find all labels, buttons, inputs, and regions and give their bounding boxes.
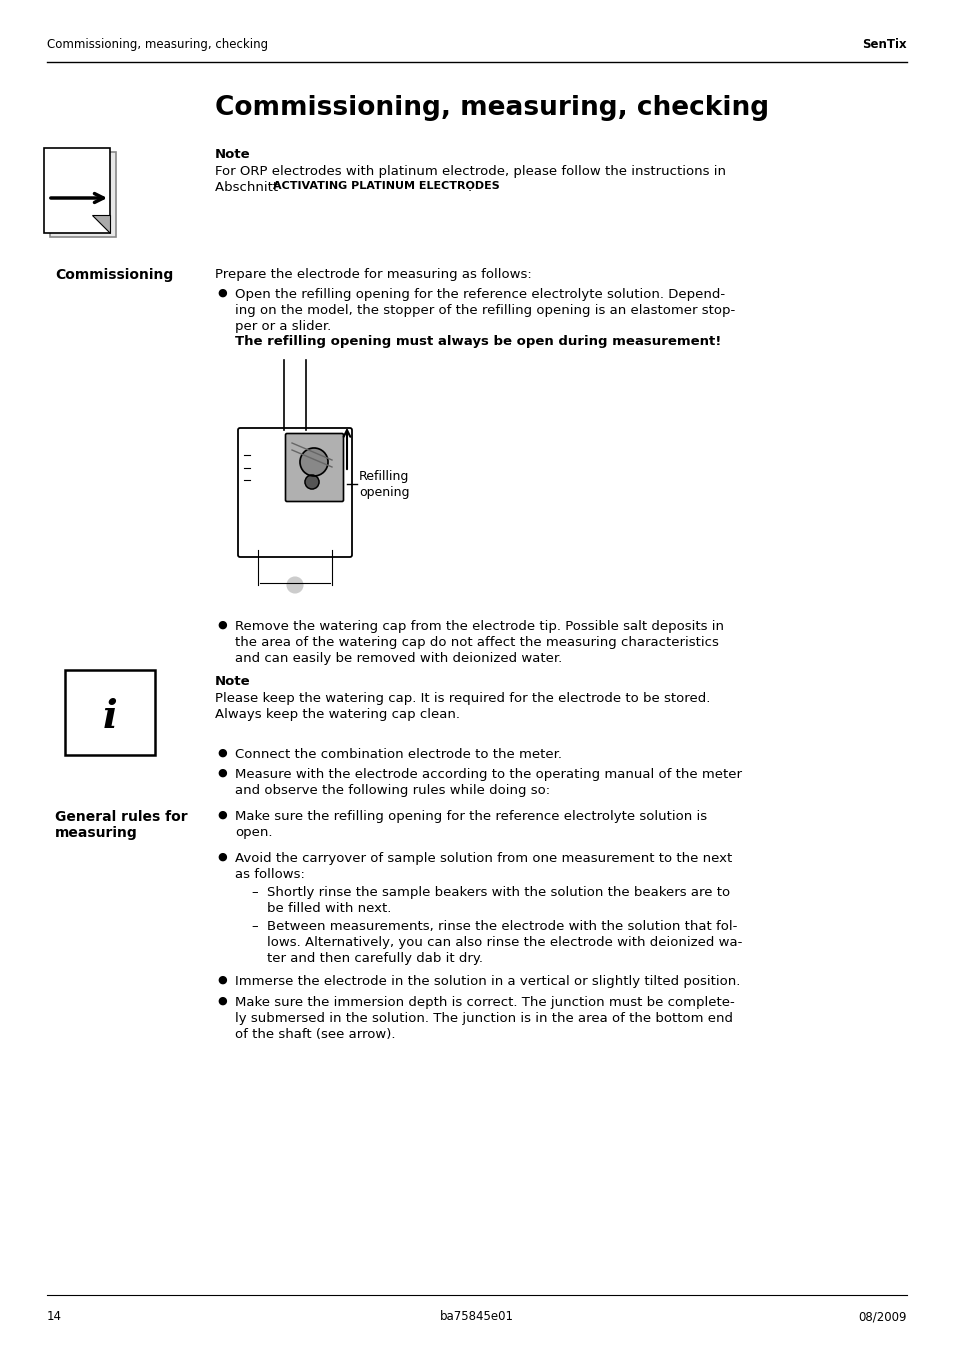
Text: Refilling: Refilling	[358, 470, 409, 483]
Text: per or a slider.: per or a slider.	[234, 320, 331, 333]
Text: ●: ●	[216, 288, 227, 298]
Text: of the shaft (see arrow).: of the shaft (see arrow).	[234, 1027, 395, 1041]
Text: and can easily be removed with deionized water.: and can easily be removed with deionized…	[234, 652, 561, 666]
Text: ba75845e01: ba75845e01	[439, 1310, 514, 1323]
Text: Between measurements, rinse the electrode with the solution that fol-: Between measurements, rinse the electrod…	[267, 919, 737, 933]
Text: Measure with the electrode according to the operating manual of the meter: Measure with the electrode according to …	[234, 768, 741, 782]
Circle shape	[305, 475, 318, 489]
Text: Abschnitt: Abschnitt	[214, 181, 282, 194]
Text: ●: ●	[216, 620, 227, 630]
Text: Note: Note	[214, 675, 251, 688]
Text: ●: ●	[216, 852, 227, 863]
Text: –: –	[251, 886, 257, 899]
Text: ter and then carefully dab it dry.: ter and then carefully dab it dry.	[267, 952, 482, 965]
Text: Please keep the watering cap. It is required for the electrode to be stored.: Please keep the watering cap. It is requ…	[214, 693, 710, 705]
Text: ●: ●	[216, 996, 227, 1006]
Circle shape	[287, 576, 303, 593]
Text: For ORP electrodes with platinum electrode, please follow the instructions in: For ORP electrodes with platinum electro…	[214, 165, 725, 178]
Circle shape	[299, 448, 328, 477]
Text: measuring: measuring	[55, 826, 137, 840]
Text: 08/2009: 08/2009	[858, 1310, 906, 1323]
Text: ACTIVATING PLATINUM ELECTRODES: ACTIVATING PLATINUM ELECTRODES	[273, 181, 499, 190]
Text: General rules for: General rules for	[55, 810, 188, 824]
Polygon shape	[91, 215, 110, 234]
Text: Make sure the immersion depth is correct. The junction must be complete-: Make sure the immersion depth is correct…	[234, 996, 734, 1008]
Text: Note: Note	[214, 148, 251, 161]
Text: Open the refilling opening for the reference electrolyte solution. Depend-: Open the refilling opening for the refer…	[234, 288, 724, 301]
Text: open.: open.	[234, 826, 273, 838]
Text: opening: opening	[358, 486, 409, 500]
Text: i: i	[103, 698, 117, 736]
FancyBboxPatch shape	[65, 670, 154, 755]
Text: ing on the model, the stopper of the refilling opening is an elastomer stop-: ing on the model, the stopper of the ref…	[234, 304, 735, 317]
Text: ●: ●	[216, 810, 227, 819]
Text: and observe the following rules while doing so:: and observe the following rules while do…	[234, 784, 550, 796]
Text: ly submersed in the solution. The junction is in the area of the bottom end: ly submersed in the solution. The juncti…	[234, 1012, 732, 1025]
Text: Prepare the electrode for measuring as follows:: Prepare the electrode for measuring as f…	[214, 269, 531, 281]
FancyBboxPatch shape	[285, 433, 343, 501]
Text: Always keep the watering cap clean.: Always keep the watering cap clean.	[214, 707, 459, 721]
Text: Commissioning: Commissioning	[55, 269, 173, 282]
Text: lows. Alternatively, you can also rinse the electrode with deionized wa-: lows. Alternatively, you can also rinse …	[267, 936, 741, 949]
Text: be filled with next.: be filled with next.	[267, 902, 391, 915]
FancyBboxPatch shape	[237, 428, 352, 558]
Text: –: –	[251, 919, 257, 933]
Text: Connect the combination electrode to the meter.: Connect the combination electrode to the…	[234, 748, 561, 761]
Text: Commissioning, measuring, checking: Commissioning, measuring, checking	[47, 38, 268, 51]
Text: The refilling opening must always be open during measurement!: The refilling opening must always be ope…	[234, 335, 720, 348]
Text: SenTix: SenTix	[862, 38, 906, 51]
Text: .: .	[468, 181, 472, 194]
Text: Shortly rinse the sample beakers with the solution the beakers are to: Shortly rinse the sample beakers with th…	[267, 886, 729, 899]
Text: ●: ●	[216, 768, 227, 778]
Text: the area of the watering cap do not affect the measuring characteristics: the area of the watering cap do not affe…	[234, 636, 719, 649]
Text: 14: 14	[47, 1310, 62, 1323]
Text: Immerse the electrode in the solution in a vertical or slightly tilted position.: Immerse the electrode in the solution in…	[234, 975, 740, 988]
Text: Avoid the carryover of sample solution from one measurement to the next: Avoid the carryover of sample solution f…	[234, 852, 732, 865]
Text: Commissioning, measuring, checking: Commissioning, measuring, checking	[214, 95, 768, 122]
Text: Make sure the refilling opening for the reference electrolyte solution is: Make sure the refilling opening for the …	[234, 810, 706, 824]
FancyBboxPatch shape	[44, 148, 110, 234]
Text: as follows:: as follows:	[234, 868, 305, 882]
Text: ●: ●	[216, 748, 227, 757]
Text: ●: ●	[216, 975, 227, 985]
Text: Remove the watering cap from the electrode tip. Possible salt deposits in: Remove the watering cap from the electro…	[234, 620, 723, 633]
Circle shape	[280, 570, 310, 599]
FancyBboxPatch shape	[50, 153, 116, 238]
